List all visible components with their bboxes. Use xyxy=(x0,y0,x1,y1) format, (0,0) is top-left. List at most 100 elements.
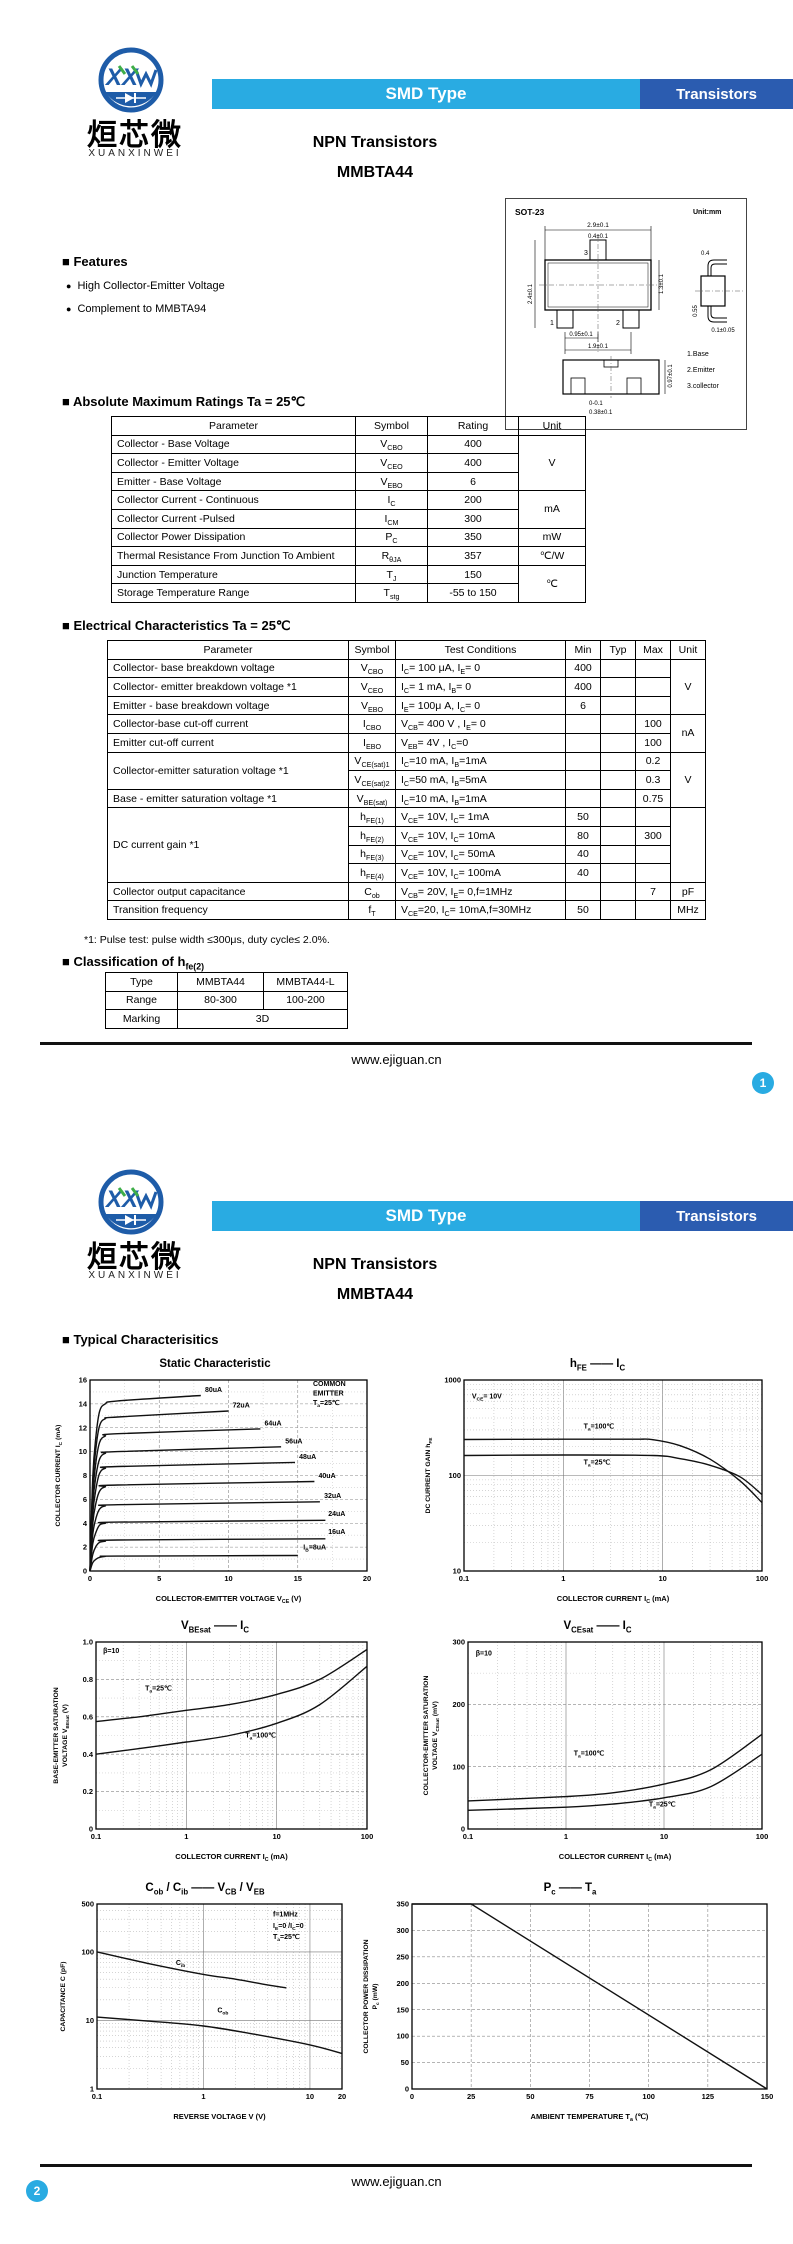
svg-text:0.4: 0.4 xyxy=(83,1750,94,1759)
svg-text:56uA: 56uA xyxy=(285,1438,302,1445)
svg-text:EMITTER: EMITTER xyxy=(313,1391,344,1398)
typical-characteristics-heading: ■ Typical Characterisitics xyxy=(62,1332,219,1347)
svg-text:DC CURRENT GAIN hFE: DC CURRENT GAIN hFE xyxy=(425,1438,434,1514)
svg-text:β=10: β=10 xyxy=(476,1651,492,1658)
feature-text: Complement to MMBTA94 xyxy=(77,303,207,315)
svg-text:VOLTAGE VBEsat (V): VOLTAGE VBEsat (V) xyxy=(62,1704,71,1767)
logo-green-accent-icon xyxy=(117,65,127,75)
device-family-title: NPN Transistors xyxy=(312,1256,438,1273)
page-1: XX 烜芯微 XUANXINWEI SMD Type Transistors N… xyxy=(40,47,793,1094)
header-bar-smd-type: SMD Type xyxy=(212,79,640,109)
dim-body-height: 2.4±0.1 xyxy=(528,283,534,304)
svg-text:25: 25 xyxy=(467,2092,475,2101)
svg-text:Ta=100℃: Ta=100℃ xyxy=(584,1423,615,1433)
svg-text:AMBIENT TEMPERATURE Ta (℃): AMBIENT TEMPERATURE Ta (℃) xyxy=(531,2112,649,2123)
svg-text:IB=8uA: IB=8uA xyxy=(303,1545,326,1554)
absolute-maximum-ratings-heading: ■ Absolute Maximum Ratings Ta = 25℃ xyxy=(62,394,306,409)
pin-legend-collector: 3.collector xyxy=(687,383,720,390)
chart-title: Static Characteristic xyxy=(159,1358,271,1370)
chart-title: Cob / Cib —— VCB / VEB xyxy=(145,1882,265,1897)
svg-text:100: 100 xyxy=(756,1574,769,1583)
dim-pin-pitch: 0.95±0.1 xyxy=(569,332,593,338)
company-logo: XX xyxy=(98,1169,164,1235)
svg-text:250: 250 xyxy=(396,1952,409,1961)
svg-text:100: 100 xyxy=(361,1832,374,1841)
svg-text:32uA: 32uA xyxy=(324,1493,341,1500)
svg-text:100: 100 xyxy=(396,2032,409,2041)
chart-title: hFE —— IC xyxy=(569,1358,626,1373)
svg-text:100: 100 xyxy=(642,2092,655,2101)
svg-text:100: 100 xyxy=(756,1832,769,1841)
svg-text:REVERSE VOLTAGE V (V): REVERSE VOLTAGE V (V) xyxy=(173,2112,266,2121)
pin2-number: 2 xyxy=(616,320,620,327)
svg-text:0: 0 xyxy=(461,1825,465,1834)
pulse-test-footnote: *1: Pulse test: pulse width ≤300μs, duty… xyxy=(84,934,330,946)
svg-text:500: 500 xyxy=(81,1900,94,1909)
svg-text:150: 150 xyxy=(396,2005,409,2014)
svg-text:50: 50 xyxy=(401,2058,409,2067)
chart-capacitance-vs-voltage: Cob / Cib —— VCB / VEB 0.1 1 10 20 1 10 100 500 R… xyxy=(55,1882,355,2128)
svg-text:2: 2 xyxy=(83,1543,87,1552)
svg-text:15: 15 xyxy=(294,1574,302,1583)
svg-text:Ta=100℃: Ta=100℃ xyxy=(574,1749,605,1759)
svg-text:COLLECTOR POWER DISSIPATION: COLLECTOR POWER DISSIPATION xyxy=(363,1939,370,2053)
data-table: Parameter Symbol Test Conditions Min Typ Max U… xyxy=(107,640,706,920)
svg-text:Ta=25℃: Ta=25℃ xyxy=(584,1459,611,1469)
svg-text:16uA: 16uA xyxy=(328,1529,345,1536)
svg-text:COLLECTOR CURRENT IC (mA): COLLECTOR CURRENT IC (mA) xyxy=(175,1852,288,1863)
svg-text:VCE= 10V: VCE= 10V xyxy=(472,1394,502,1403)
svg-text:BASE-EMITTER SATURATION: BASE-EMITTER SATURATION xyxy=(53,1687,60,1784)
bullet-icon: ● xyxy=(66,281,72,291)
svg-text:0.2: 0.2 xyxy=(83,1787,93,1796)
svg-text:16: 16 xyxy=(79,1376,87,1385)
dim-pin-span: 1.9±0.1 xyxy=(588,344,609,350)
logo-chinese-name: 烜芯微 xyxy=(87,1241,183,1274)
svg-text:10: 10 xyxy=(658,1574,666,1583)
chart-title: Pc —— Ta xyxy=(543,1882,597,1897)
pin-legend-emitter: 2.Emitter xyxy=(687,367,716,374)
svg-text:COLLECTOR-EMITTER SATURATION: COLLECTOR-EMITTER SATURATION xyxy=(423,1676,430,1796)
svg-text:1: 1 xyxy=(561,1574,565,1583)
svg-text:1000: 1000 xyxy=(444,1376,461,1385)
logo-english-name: XUANXINWEI xyxy=(88,148,182,159)
svg-text:14: 14 xyxy=(79,1399,88,1408)
electrical-characteristics-table: Parameter Symbol Test Conditions Min Typ Max U… xyxy=(107,640,706,920)
chart-static-characteristic: Static Characteristic 0 5 10 15 20 0 2 4 6 8 10 12 14… xyxy=(50,1358,380,1610)
footer-divider xyxy=(40,2164,752,2167)
dim-standoff: 0-0.1 xyxy=(589,401,603,407)
svg-text:8: 8 xyxy=(83,1471,87,1480)
feature-item: ● High Collector-Emitter Voltage xyxy=(66,280,225,292)
svg-text:Pc (mW): Pc (mW) xyxy=(372,1983,381,2009)
svg-text:Ta=25℃: Ta=25℃ xyxy=(273,1933,300,1943)
chart-hfe-vs-ic: hFE —— IC 0.1 1 10 100 10 100 1000 COLLECTOR CUR… xyxy=(420,1358,775,1610)
svg-text:COLLECTOR-EMITTER VOLTAGE VC: COLLECTOR-EMITTER VOLTAGE VCE (V) xyxy=(156,1594,302,1605)
part-number-title: MMBTA44 xyxy=(336,164,414,181)
svg-text:0: 0 xyxy=(88,1574,92,1583)
chart-vbesat-vs-ic: VBEsat —— IC 0.1 1 10 100 0 0.2 0.4 0.6 0.8 1.0 COL… xyxy=(50,1620,380,1868)
part-number-title: MMBTA44 xyxy=(336,1286,414,1303)
pc-ta-plot: 0 25 50 75 100 125 150 0 50 100 150 200 250 300 350 AMB… xyxy=(363,1900,773,2123)
svg-text:5: 5 xyxy=(157,1574,161,1583)
pin1-number: 1 xyxy=(550,320,554,327)
svg-text:100: 100 xyxy=(448,1471,461,1480)
svg-text:0: 0 xyxy=(83,1567,87,1576)
static-characteristic-plot: 0 5 10 15 20 0 2 4 6 8 10 12 14 16 COLLECTOR-EMITTER V… xyxy=(55,1376,371,1605)
dim-height: 0.97±0.1 xyxy=(668,364,674,388)
svg-text:200: 200 xyxy=(452,1700,465,1709)
svg-text:0: 0 xyxy=(410,2092,414,2101)
bullet-icon: ● xyxy=(66,304,72,314)
chart-power-derating: Pc —— Ta 0 25 50 75 100 125 150 0 50 100 150 200 250 3… xyxy=(360,1882,780,2128)
svg-text:80uA: 80uA xyxy=(205,1387,222,1394)
svg-text:10: 10 xyxy=(79,1447,87,1456)
svg-text:300: 300 xyxy=(452,1638,465,1647)
svg-text:20: 20 xyxy=(363,1574,371,1583)
svg-text:0.1: 0.1 xyxy=(92,2092,102,2101)
svg-text:Ta=100℃: Ta=100℃ xyxy=(245,1731,276,1741)
svg-text:0.8: 0.8 xyxy=(83,1675,93,1684)
svg-text:COLLECTOR CURRENT IC (mA): COLLECTOR CURRENT IC (mA) xyxy=(55,1425,64,1527)
svg-text:Ta=25℃: Ta=25℃ xyxy=(649,1801,676,1811)
chart-title: VCEsat —— IC xyxy=(563,1620,632,1635)
dim-pin-width: 0.4±0.1 xyxy=(588,234,609,240)
classification-table: Type MMBTA44 MMBTA44-L Range 80-300 100-200 Ma… xyxy=(105,972,348,1029)
